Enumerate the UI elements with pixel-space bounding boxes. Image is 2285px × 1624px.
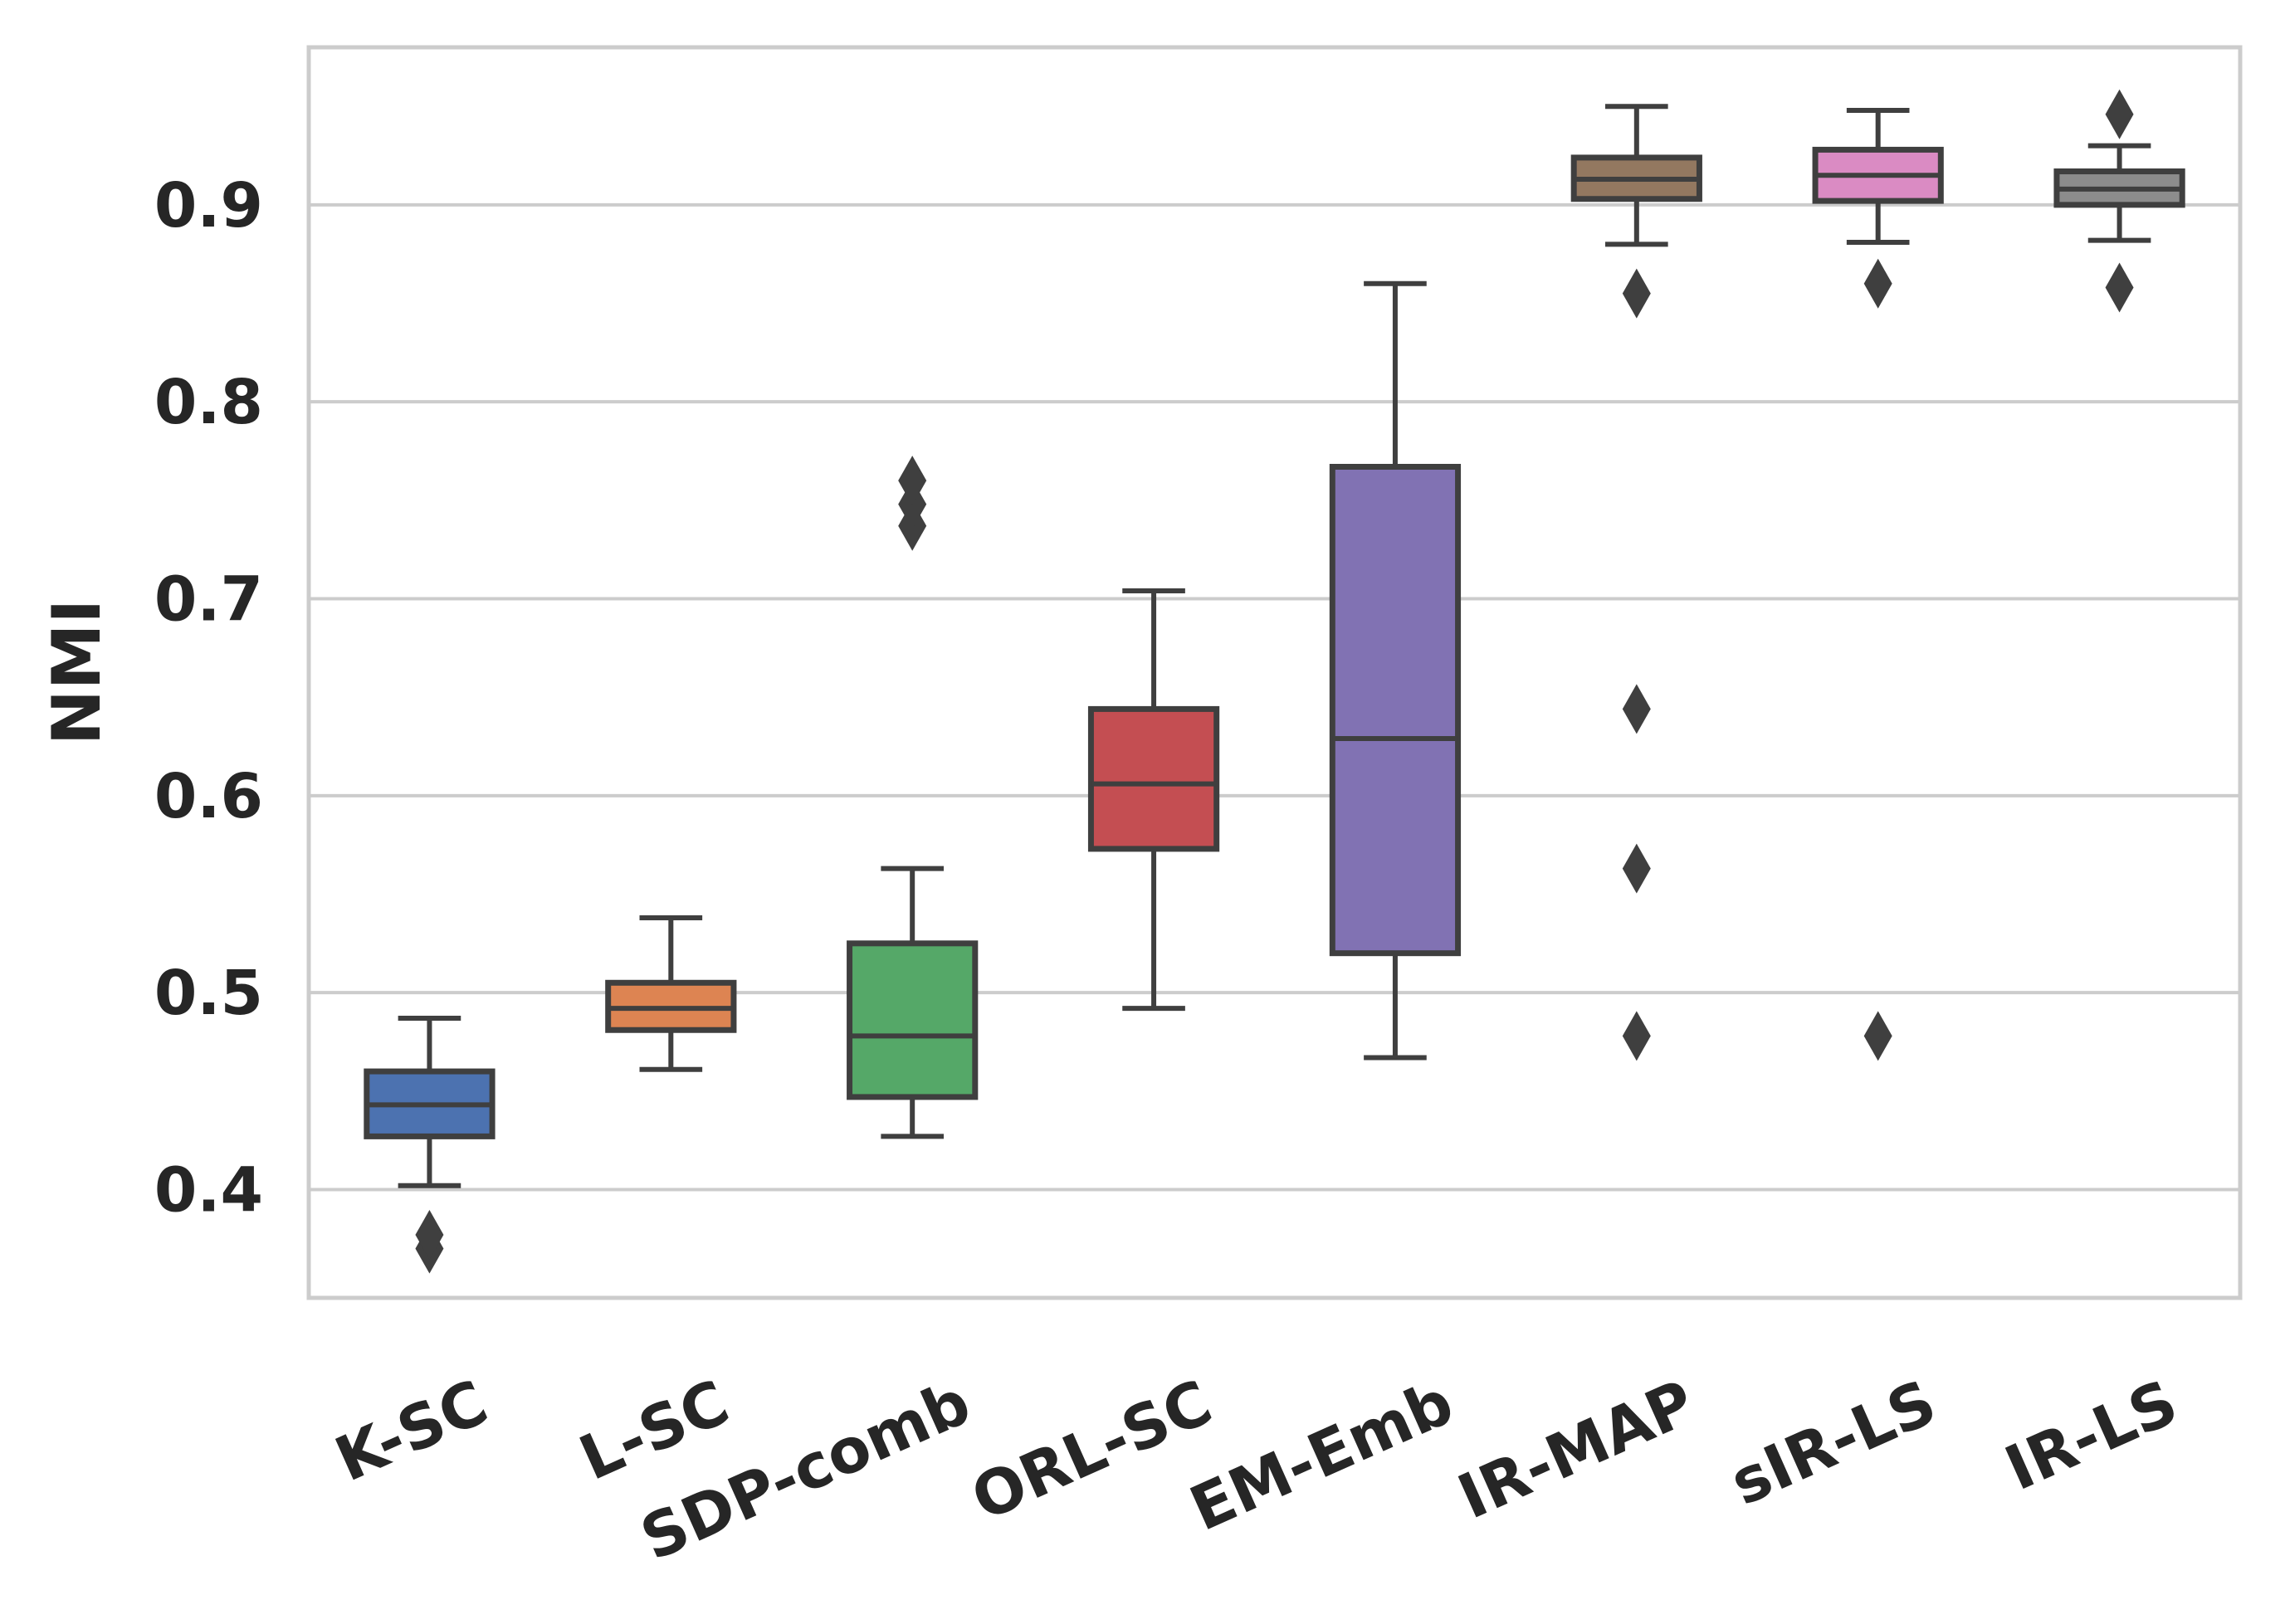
box-group-sdp-comb	[847, 866, 979, 1139]
box-group-ir-map	[1570, 104, 1702, 247]
y-tick-label: 0.7	[154, 564, 263, 636]
outlier-point	[1622, 684, 1651, 734]
y-tick-label: 0.9	[154, 170, 263, 241]
y-tick-label: 0.8	[154, 367, 263, 438]
box-group-em-emb	[1329, 280, 1462, 1061]
outlier-point	[1622, 843, 1651, 894]
boxes	[364, 104, 2185, 1188]
y-tick-label: 0.6	[154, 761, 263, 832]
x-tick-label: K-SC	[325, 1367, 498, 1496]
outlier-point	[2105, 262, 2134, 313]
plot-frame	[306, 45, 2243, 1300]
box-iqr	[1087, 705, 1220, 852]
y-tick-labels: 0.4 0.5 0.6 0.7 0.8 0.9	[154, 170, 263, 1227]
y-tick-label: 0.4	[154, 1154, 263, 1226]
outliers	[415, 89, 2134, 1274]
x-tick-label: sIR-LS	[1721, 1367, 1946, 1519]
outlier-point	[2105, 89, 2134, 139]
outlier-point	[1863, 258, 1892, 309]
box-group-k-sc	[364, 1016, 496, 1188]
x-tick-label: ORL-SC	[961, 1367, 1222, 1535]
grid-lines	[309, 202, 2240, 1192]
box-group-sir-ls	[1812, 107, 1944, 245]
x-tick-label: IR-MAP	[1448, 1367, 1705, 1534]
y-axis-title: NMI	[38, 599, 115, 745]
outlier-point	[898, 456, 927, 506]
outlier-point	[1622, 268, 1651, 319]
y-tick-label: 0.5	[154, 958, 263, 1029]
x-tick-label: EM-Emb	[1180, 1367, 1464, 1545]
box-group-ir-ls	[2053, 143, 2185, 243]
outlier-point	[1622, 1011, 1651, 1061]
outlier-point	[1863, 1011, 1892, 1061]
x-tick-label: IR-LS	[1995, 1367, 2188, 1505]
box-iqr	[847, 940, 979, 1100]
outlier-point	[415, 1210, 444, 1261]
box-group-l-sc	[605, 914, 737, 1072]
box-iqr	[1329, 463, 1462, 957]
box-group-orl-sc	[1087, 588, 1220, 1012]
